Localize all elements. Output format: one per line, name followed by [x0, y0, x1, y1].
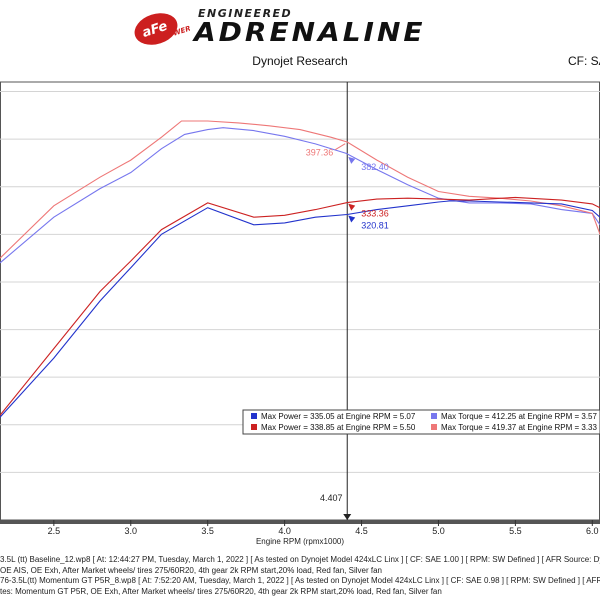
brand-title: ADRENALINE: [194, 17, 426, 48]
legend-label: Max Power = 338.85 at Engine RPM = 5.50: [261, 423, 416, 432]
x-tick-label: 3.0: [125, 526, 138, 536]
rpm-cursor-marker: [343, 514, 352, 520]
legend-label: Max Power = 335.05 at Engine RPM = 5.07: [261, 412, 416, 421]
run-note-line: OE AIS, OE Exh, After Market wheels/ tir…: [0, 565, 382, 575]
plot-frame: [0, 81, 600, 521]
x-tick-label: 4.5: [355, 526, 368, 536]
series-line-1: [0, 120, 600, 259]
annotation-arrow: [348, 203, 356, 211]
x-tick-label: 4.0: [278, 526, 291, 536]
run-note-line: tes: Momentum GT P5R, OE Exh, After Mark…: [0, 586, 442, 596]
legend-box: [242, 409, 600, 435]
value-annotation: 333.36: [361, 209, 389, 219]
run-note-line: 3.5L (tt) Baseline_12.wp8 [ At: 12:44:27…: [0, 555, 600, 564]
run-notes: 3.5L (tt) Baseline_12.wp8 [ At: 12:44:27…: [0, 555, 600, 597]
series-line-2: [0, 200, 600, 418]
x-tick-label: 2.5: [48, 526, 61, 536]
series-line-0: [0, 127, 600, 264]
value-annotation: 320.81: [361, 221, 389, 231]
header: aFe POWER ENGINEERED ADRENALINE: [0, 0, 600, 48]
legend-label: Max Torque = 412.25 at Engine RPM = 3.57: [441, 412, 598, 421]
x-tick-label: 3.5: [201, 526, 214, 536]
run-note-line: 76-3.5L(tt) Momentum GT P5R_8.wp8 [ At: …: [0, 576, 600, 586]
x-tick-label: 5.0: [432, 526, 445, 536]
brand-subtitle: ENGINEERED: [198, 7, 293, 20]
value-annotation: 382.40: [361, 162, 389, 172]
x-tick-label: 6.0: [586, 526, 599, 536]
annotation-leader: [334, 143, 346, 151]
rpm-cursor-value: 4.407: [320, 493, 343, 503]
annotation-arrow: [348, 156, 356, 164]
legend-swatch: [431, 413, 437, 419]
x-axis-label: Engine RPM (rpmx1000): [256, 537, 344, 546]
correction-factor-label: CF: SA: [568, 54, 600, 68]
value-annotation: 397.36: [306, 148, 334, 158]
series-line-3: [0, 196, 600, 416]
x-axis-band: [0, 520, 600, 524]
afe-badge-icon: aFe POWER: [134, 13, 190, 45]
brand-logo: aFe POWER ENGINEERED ADRENALINE: [132, 4, 472, 48]
company-name: Dynojet Research: [252, 54, 348, 68]
dyno-chart: 2.5 3.0 3.5 4.0 4.5 5.0 5.5 6.0 Engine RPM (rpmx…: [0, 81, 600, 546]
legend-swatch: [431, 424, 437, 430]
legend-swatch: [251, 413, 257, 419]
x-tick-label: 5.5: [509, 526, 522, 536]
legend-label: Max Torque = 419.37 at Engine RPM = 3.33: [441, 423, 598, 432]
annotation-arrow: [348, 215, 356, 223]
legend-swatch: [251, 424, 257, 430]
